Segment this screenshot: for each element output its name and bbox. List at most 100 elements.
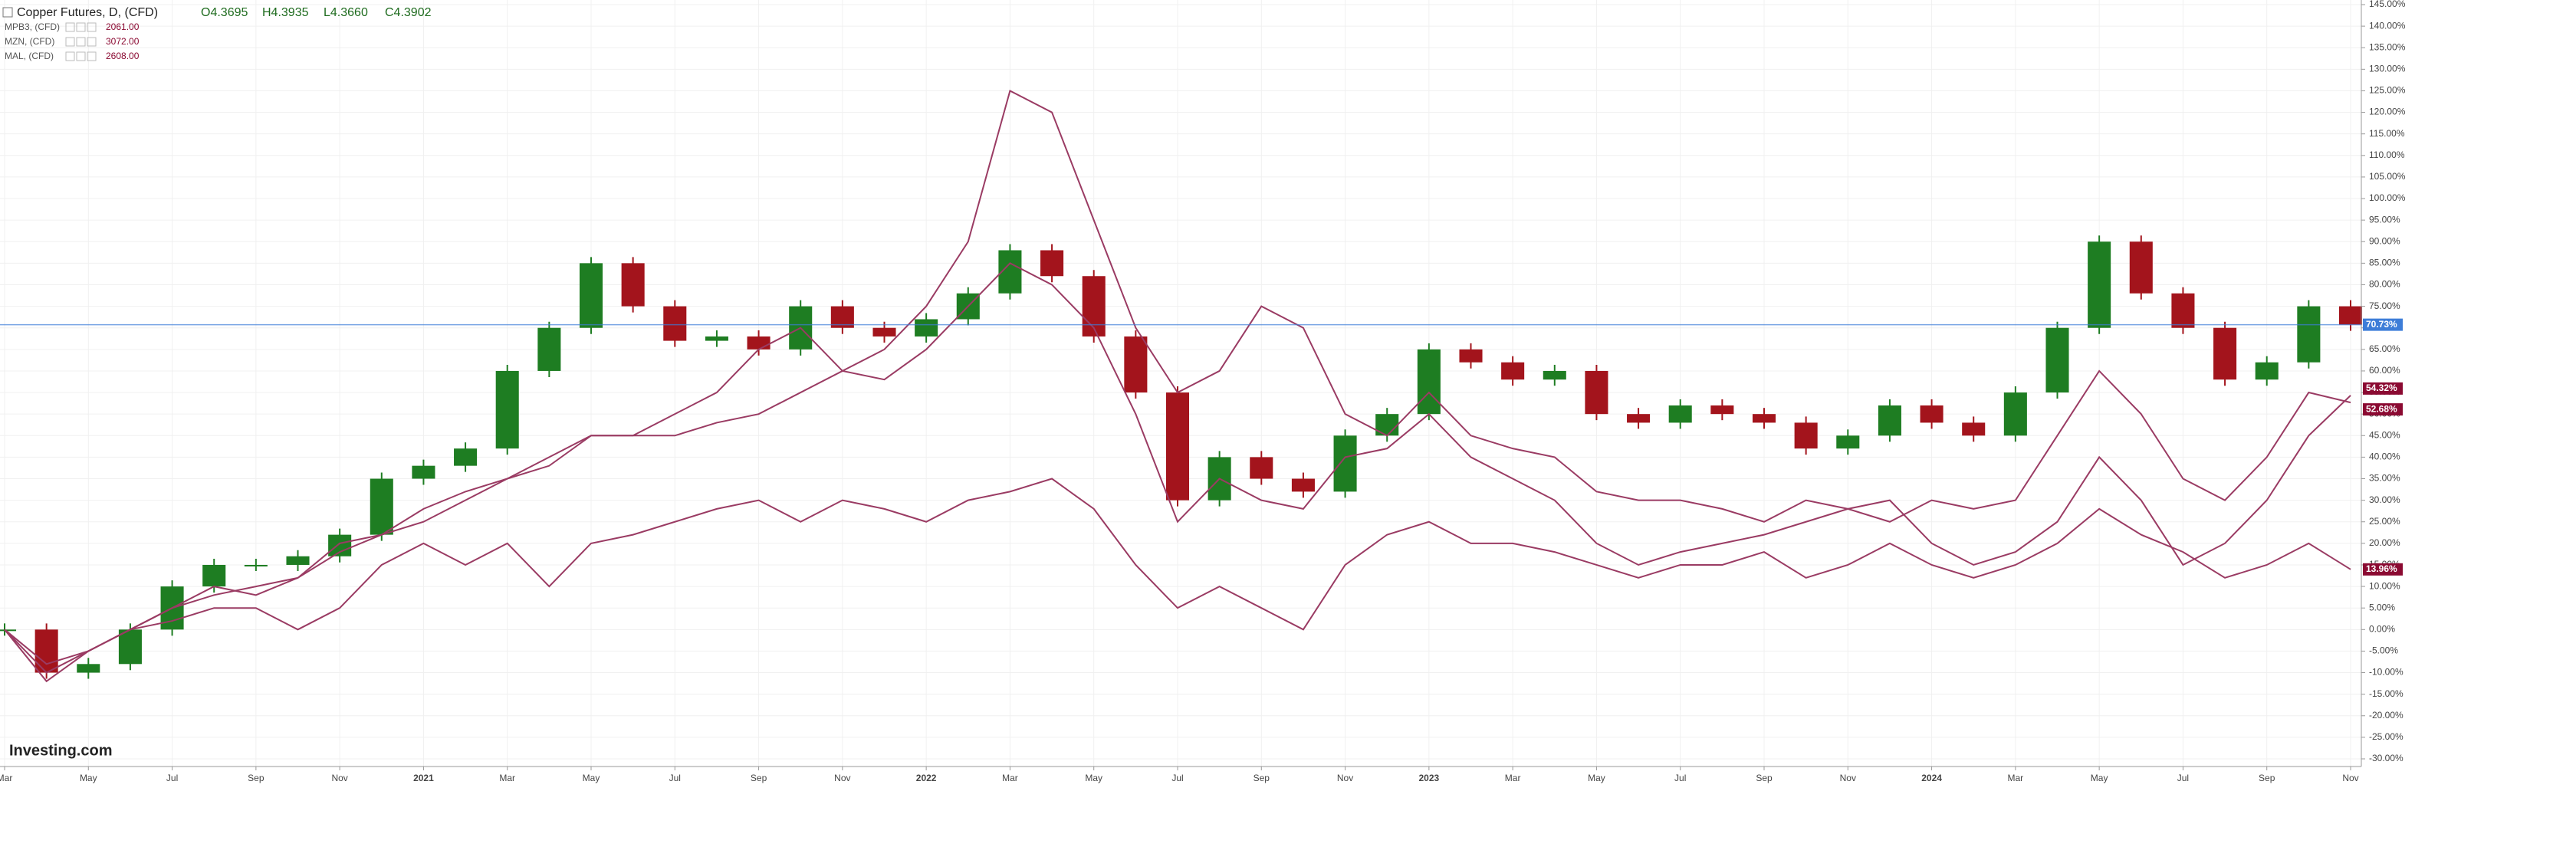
candle bbox=[1752, 414, 1776, 423]
x-tick-label: Jul bbox=[669, 773, 681, 783]
x-tick-label: May bbox=[583, 773, 600, 783]
candle bbox=[1585, 370, 1608, 415]
price-marker-label: 13.96% bbox=[2366, 563, 2397, 574]
price-marker bbox=[2363, 403, 2403, 416]
legend-icon[interactable] bbox=[87, 37, 97, 47]
candle bbox=[118, 629, 142, 665]
candle bbox=[454, 448, 478, 466]
ohlc-value: H4.3935 bbox=[262, 6, 309, 19]
x-tick-label: Nov bbox=[834, 773, 850, 783]
x-tick-label: May bbox=[2091, 773, 2108, 783]
x-tick-label: Mar bbox=[1505, 773, 1521, 783]
legend-icon[interactable] bbox=[76, 37, 86, 47]
candle bbox=[1920, 405, 1944, 423]
y-tick-label: 135.00% bbox=[2369, 41, 2406, 52]
ohlc-value: C4.3902 bbox=[385, 6, 432, 19]
legend-value: 2061.00 bbox=[106, 21, 140, 32]
candle bbox=[1459, 349, 1483, 363]
candle bbox=[2171, 293, 2195, 328]
y-tick-label: -10.00% bbox=[2369, 667, 2404, 678]
y-tick-label: 100.00% bbox=[2369, 192, 2406, 203]
candle bbox=[621, 263, 645, 307]
candle bbox=[244, 564, 268, 566]
logo: Investing.com bbox=[9, 742, 112, 759]
ohlc-value: O4.3695 bbox=[201, 6, 248, 19]
price-marker-label: 70.73% bbox=[2366, 319, 2397, 330]
y-tick-label: 75.00% bbox=[2369, 300, 2400, 311]
series-line bbox=[4, 478, 2351, 674]
header: Copper Futures, D, (CFD) O4.3695 H4.3935 L… bbox=[2, 6, 432, 61]
y-tick-label: 0.00% bbox=[2369, 623, 2395, 634]
axis: -30.00% -25.00% -20.00% -15.00% -10.00% -5.00… bbox=[0, 0, 2406, 783]
candle bbox=[1417, 349, 1441, 415]
x-tick-label: Sep bbox=[2259, 773, 2275, 783]
candle bbox=[1878, 405, 1901, 436]
y-tick-label: 125.00% bbox=[2369, 85, 2406, 96]
legend-icon[interactable] bbox=[87, 22, 97, 32]
y-tick-label: 10.00% bbox=[2369, 580, 2400, 591]
candle bbox=[77, 664, 100, 673]
x-tick-label: Mar bbox=[2008, 773, 2024, 783]
candle bbox=[495, 370, 519, 449]
candle bbox=[2338, 306, 2363, 325]
candle bbox=[1501, 362, 1525, 380]
candle bbox=[747, 336, 770, 350]
collapse-icon[interactable] bbox=[2, 7, 13, 18]
x-tick-label: Mar bbox=[499, 773, 515, 783]
legend-name: MZN, (CFD) bbox=[5, 36, 54, 47]
candle bbox=[705, 336, 728, 341]
x-tick-label: 2022 bbox=[916, 773, 937, 783]
candle bbox=[872, 327, 896, 337]
candle bbox=[412, 465, 435, 479]
legend-name: MPB3, (CFD) bbox=[5, 21, 60, 32]
y-tick-label: -5.00% bbox=[2369, 645, 2398, 656]
candle bbox=[34, 629, 58, 673]
legend-value: 3072.00 bbox=[106, 36, 140, 47]
y-tick-label: -15.00% bbox=[2369, 688, 2404, 699]
series-line bbox=[4, 262, 2351, 665]
x-tick-label: Jul bbox=[166, 773, 178, 783]
y-tick-label: 35.00% bbox=[2369, 473, 2400, 484]
candle bbox=[915, 319, 938, 337]
x-tick-label: Mar bbox=[1002, 773, 1018, 783]
legend-icon[interactable] bbox=[76, 51, 86, 61]
candle bbox=[0, 629, 17, 632]
candle bbox=[1627, 414, 1651, 423]
legend-icon[interactable] bbox=[65, 51, 75, 61]
y-tick-label: 65.00% bbox=[2369, 343, 2400, 354]
legend-icon[interactable] bbox=[87, 51, 97, 61]
price-marker-label: 54.32% bbox=[2366, 382, 2397, 393]
y-tick-label: 85.00% bbox=[2369, 258, 2400, 268]
x-tick-label: Nov bbox=[1337, 773, 1353, 783]
candle bbox=[202, 564, 226, 587]
candle bbox=[1333, 435, 1357, 492]
candle bbox=[2213, 327, 2237, 380]
candle bbox=[1375, 414, 1399, 436]
candle bbox=[1124, 336, 1148, 393]
y-tick-label: 45.00% bbox=[2369, 429, 2400, 440]
y-tick-label: 120.00% bbox=[2369, 107, 2406, 117]
x-tick-label: 2023 bbox=[1419, 773, 1440, 783]
legend-icon[interactable] bbox=[76, 22, 86, 32]
y-tick-label: 105.00% bbox=[2369, 171, 2406, 182]
x-tick-label: Jul bbox=[1674, 773, 1686, 783]
candle bbox=[286, 556, 310, 565]
price-marker bbox=[2363, 382, 2403, 395]
y-tick-label: -25.00% bbox=[2369, 731, 2404, 742]
candle bbox=[1794, 422, 1818, 449]
candle bbox=[1040, 250, 1064, 277]
legend-icon[interactable] bbox=[65, 22, 75, 32]
candle bbox=[2088, 241, 2111, 328]
y-tick-label: 145.00% bbox=[2369, 0, 2406, 9]
legend-name: MAL, (CFD) bbox=[5, 51, 54, 61]
x-tick-label: May bbox=[1085, 773, 1102, 783]
x-tick-label: 2024 bbox=[1921, 773, 1942, 783]
price-marker bbox=[2363, 318, 2403, 331]
y-tick-label: 130.00% bbox=[2369, 64, 2406, 74]
candle bbox=[579, 263, 603, 328]
y-tick-label: 20.00% bbox=[2369, 537, 2400, 548]
legend-icon[interactable] bbox=[65, 37, 75, 47]
y-tick-label: 25.00% bbox=[2369, 516, 2400, 527]
